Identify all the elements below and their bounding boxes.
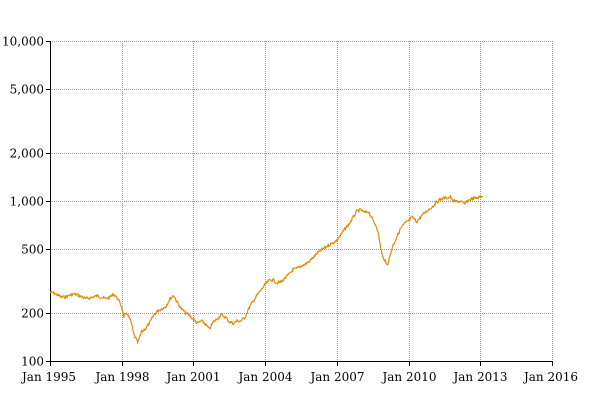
y-tick-labels: 100 200 500 1,000 2,000 5,000 10,000 <box>2 35 44 369</box>
x-tick-label: Jan 1998 <box>93 370 149 384</box>
series <box>49 194 483 344</box>
y-tick-label: 5,000 <box>10 83 44 97</box>
x-tick-label: Jan 2016 <box>522 370 578 384</box>
y-tick-label: 2,000 <box>10 147 44 161</box>
axes <box>46 41 553 366</box>
x-tick-label: Jan 1995 <box>20 370 76 384</box>
x-tick-label: Jan 2010 <box>380 370 436 384</box>
y-tick-label: 200 <box>21 307 44 321</box>
x-tick-label: Jan 2007 <box>308 370 364 384</box>
x-tick-label: Jan 2001 <box>164 370 220 384</box>
x-tick-label: Jan 2004 <box>236 370 292 384</box>
y-tick-label: 500 <box>21 243 44 257</box>
y-tick-label: 100 <box>21 355 44 369</box>
x-tick-label: Jan 2013 <box>451 370 507 384</box>
x-tick-labels: Jan 1995 Jan 1998 Jan 2001 Jan 2004 Jan 2007… <box>20 370 578 384</box>
y-tick-label: 10,000 <box>2 35 44 49</box>
series-line <box>49 194 483 344</box>
y-tick-label: 1,000 <box>10 195 44 209</box>
